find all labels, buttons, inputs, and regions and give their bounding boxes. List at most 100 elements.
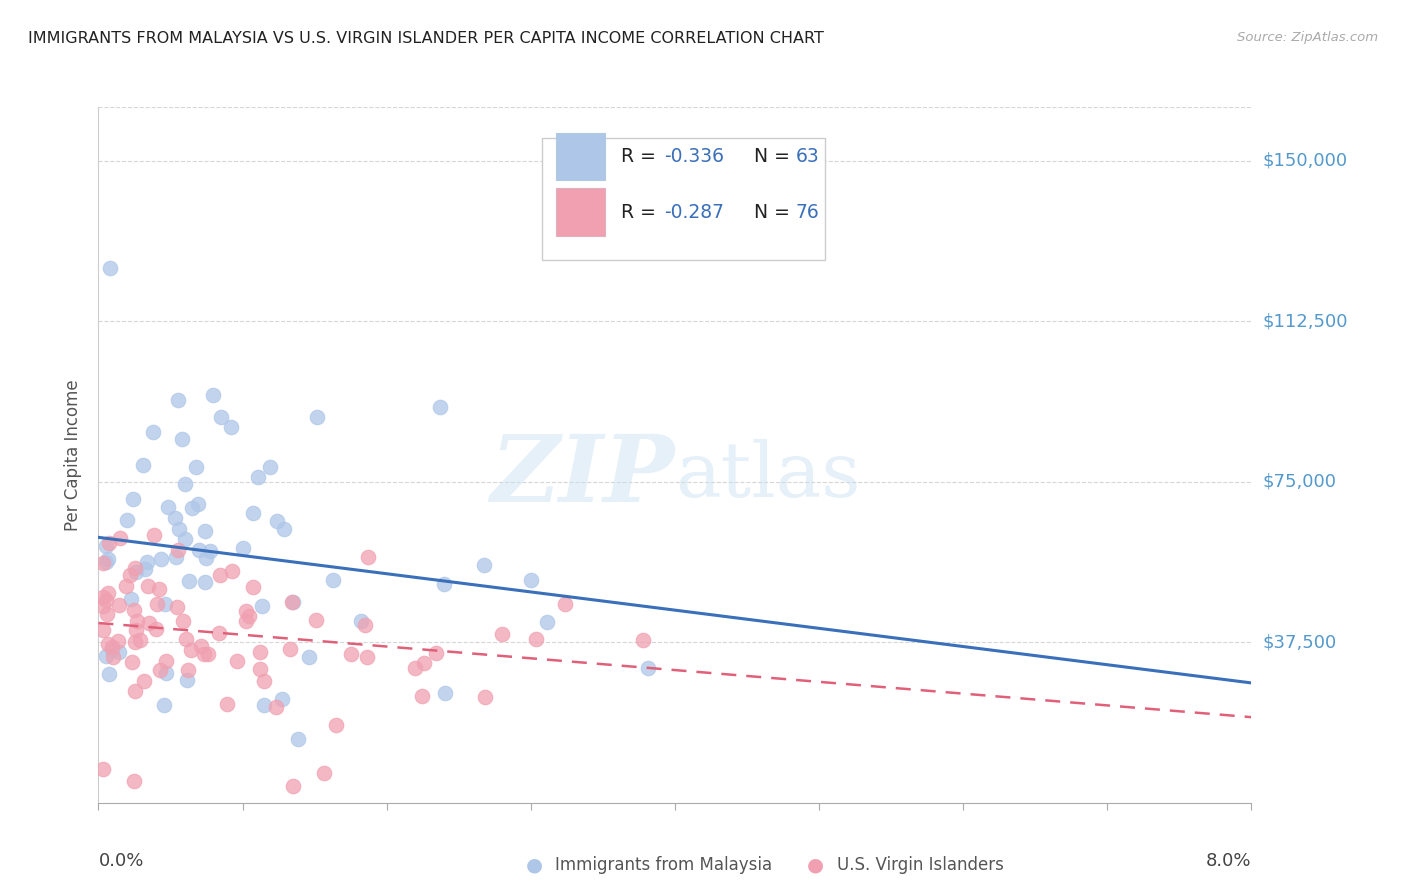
Point: [142, 528, 165, 542]
Point: [138, 615, 160, 630]
Text: N =: N =: [742, 147, 796, 166]
Point: [266, 699, 288, 714]
Point: [283, 779, 305, 793]
FancyBboxPatch shape: [543, 138, 825, 260]
Point: [235, 604, 257, 618]
Point: [305, 613, 328, 627]
Point: [155, 666, 177, 681]
Point: [108, 645, 131, 659]
Point: [148, 582, 170, 596]
Point: [107, 598, 129, 612]
Point: [174, 476, 197, 491]
Point: [226, 654, 249, 668]
Point: [121, 655, 143, 669]
Point: [170, 432, 193, 446]
Point: [166, 392, 188, 407]
Point: [209, 568, 232, 582]
Point: [242, 580, 264, 594]
Point: [108, 532, 131, 546]
Point: [235, 615, 257, 629]
Point: [91, 591, 114, 605]
Point: [280, 641, 302, 656]
Point: [194, 575, 217, 590]
Text: atlas: atlas: [675, 439, 860, 513]
Point: [472, 558, 495, 572]
Point: [107, 634, 129, 648]
Point: [153, 698, 176, 712]
Point: [187, 497, 209, 511]
Point: [120, 567, 142, 582]
Point: [184, 460, 207, 475]
Point: [115, 513, 138, 527]
Point: [179, 574, 201, 588]
Point: [187, 543, 209, 558]
Point: [554, 597, 576, 611]
Point: [129, 632, 152, 647]
Point: [165, 550, 187, 565]
Point: [194, 524, 217, 539]
Point: [252, 599, 274, 614]
Text: Source: ZipAtlas.com: Source: ZipAtlas.com: [1237, 31, 1378, 45]
Point: [524, 632, 547, 647]
Point: [97, 535, 120, 549]
Point: [156, 500, 179, 515]
Point: [97, 551, 120, 566]
Point: [91, 599, 114, 614]
Point: [124, 561, 146, 575]
Point: [474, 690, 496, 704]
Point: [198, 544, 221, 558]
Point: [125, 565, 148, 579]
Text: N =: N =: [742, 202, 796, 221]
Point: [181, 500, 204, 515]
Point: [91, 557, 114, 571]
Point: [120, 591, 142, 606]
Point: [122, 603, 145, 617]
Point: [322, 573, 344, 587]
Point: [283, 595, 305, 609]
Point: [221, 564, 243, 578]
Point: [208, 626, 231, 640]
Text: $150,000: $150,000: [1263, 152, 1347, 169]
Text: 76: 76: [796, 202, 820, 221]
Point: [298, 649, 321, 664]
Point: [177, 663, 200, 677]
Point: [153, 597, 176, 611]
Point: [165, 510, 187, 524]
Point: [354, 618, 377, 632]
Text: $75,000: $75,000: [1263, 473, 1337, 491]
Point: [305, 410, 328, 425]
Point: [98, 260, 121, 275]
Point: [197, 647, 219, 661]
Point: [166, 599, 188, 614]
Text: 8.0%: 8.0%: [1206, 852, 1251, 870]
Point: [412, 657, 434, 671]
Point: [176, 673, 198, 688]
Point: [134, 673, 156, 688]
Point: [125, 623, 148, 637]
Point: [356, 649, 378, 664]
Text: ●: ●: [526, 855, 543, 875]
Point: [96, 539, 118, 553]
Point: [433, 686, 456, 700]
Point: [266, 514, 288, 528]
Point: [96, 607, 118, 621]
Point: [149, 663, 172, 677]
Text: ZIP: ZIP: [491, 431, 675, 521]
Point: [339, 647, 361, 661]
Point: [122, 491, 145, 506]
Point: [219, 419, 242, 434]
Point: [174, 632, 197, 646]
Point: [97, 637, 120, 651]
Point: [194, 551, 217, 566]
FancyBboxPatch shape: [557, 188, 605, 235]
Point: [122, 774, 145, 789]
Text: 0.0%: 0.0%: [98, 852, 143, 870]
Point: [253, 674, 276, 689]
Text: $112,500: $112,500: [1263, 312, 1348, 330]
Point: [101, 640, 124, 654]
Point: [312, 765, 335, 780]
Point: [429, 401, 451, 415]
Point: [136, 579, 159, 593]
Point: [145, 622, 167, 636]
Point: [217, 697, 239, 711]
